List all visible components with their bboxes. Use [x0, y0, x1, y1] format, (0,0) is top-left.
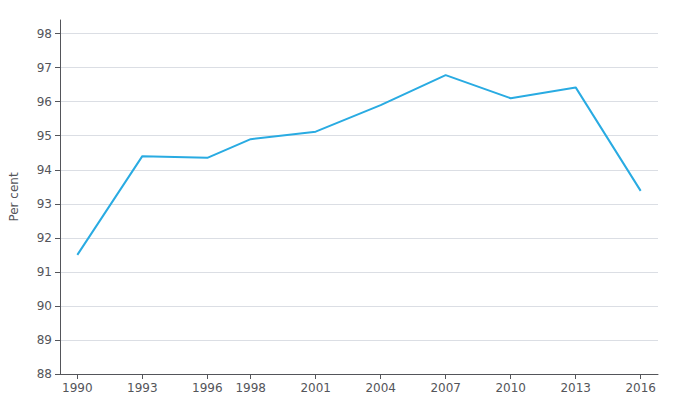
svg-text:98: 98 [37, 27, 52, 41]
svg-text:1993: 1993 [127, 381, 158, 395]
svg-text:94: 94 [37, 163, 52, 177]
svg-text:91: 91 [37, 265, 52, 279]
svg-text:2004: 2004 [365, 381, 396, 395]
svg-text:1998: 1998 [235, 381, 266, 395]
svg-text:88: 88 [37, 367, 52, 381]
svg-text:90: 90 [37, 299, 52, 313]
svg-text:2007: 2007 [430, 381, 461, 395]
svg-text:1990: 1990 [62, 381, 93, 395]
svg-text:92: 92 [37, 231, 52, 245]
svg-text:2013: 2013 [560, 381, 591, 395]
svg-text:95: 95 [37, 129, 52, 143]
svg-text:2010: 2010 [495, 381, 526, 395]
svg-text:Per cent: Per cent [7, 172, 21, 222]
svg-text:97: 97 [37, 61, 52, 75]
svg-text:1996: 1996 [192, 381, 223, 395]
svg-text:2016: 2016 [625, 381, 656, 395]
svg-text:93: 93 [37, 197, 52, 211]
svg-text:89: 89 [37, 333, 52, 347]
svg-text:96: 96 [37, 95, 52, 109]
svg-text:2001: 2001 [300, 381, 331, 395]
